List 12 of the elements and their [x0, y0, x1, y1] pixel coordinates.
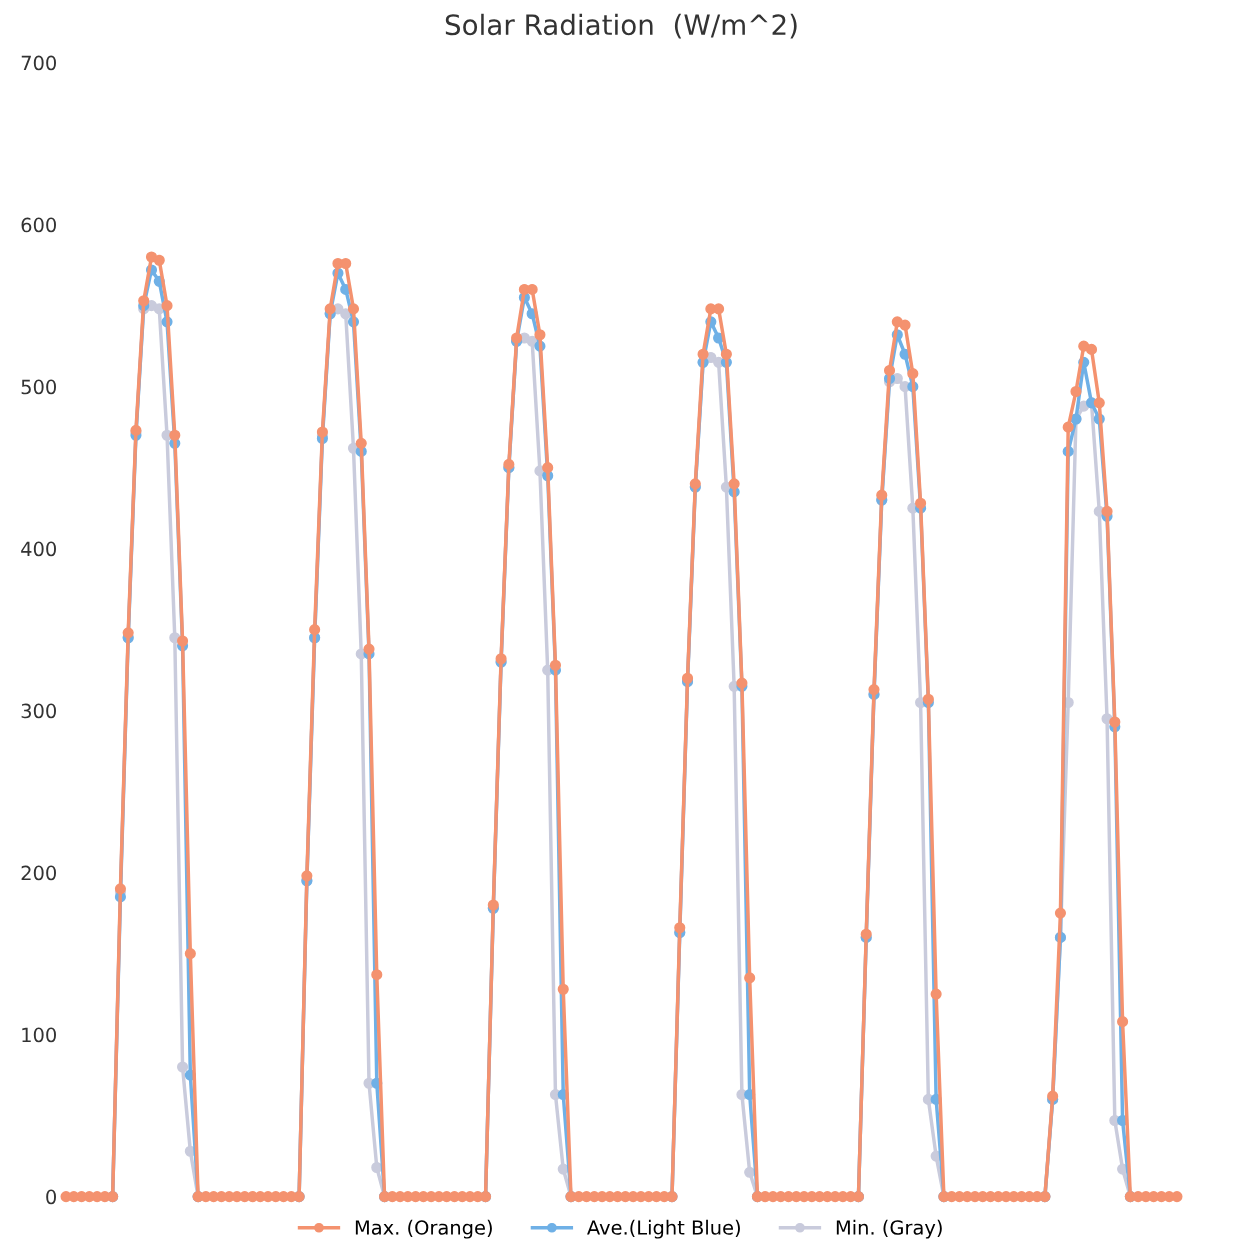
legend-label: Min. (Gray)	[836, 1219, 942, 1239]
y-tick-label: 500	[21, 379, 56, 395]
y-tick-label: 0	[46, 1189, 56, 1205]
legend-label: Ave.(Light Blue)	[587, 1219, 740, 1239]
legend-label: Max. (Orange)	[355, 1219, 492, 1239]
y-tick-label: 400	[21, 541, 56, 557]
y-tick-label: 200	[21, 865, 56, 881]
y-tick-label: 600	[21, 217, 56, 233]
y-tick-label: 100	[22, 1027, 56, 1043]
chart-title: Solar Radiation (W/m^2)	[445, 13, 797, 39]
y-tick-label: 300	[21, 703, 56, 719]
y-tick-label: 700	[21, 55, 56, 71]
